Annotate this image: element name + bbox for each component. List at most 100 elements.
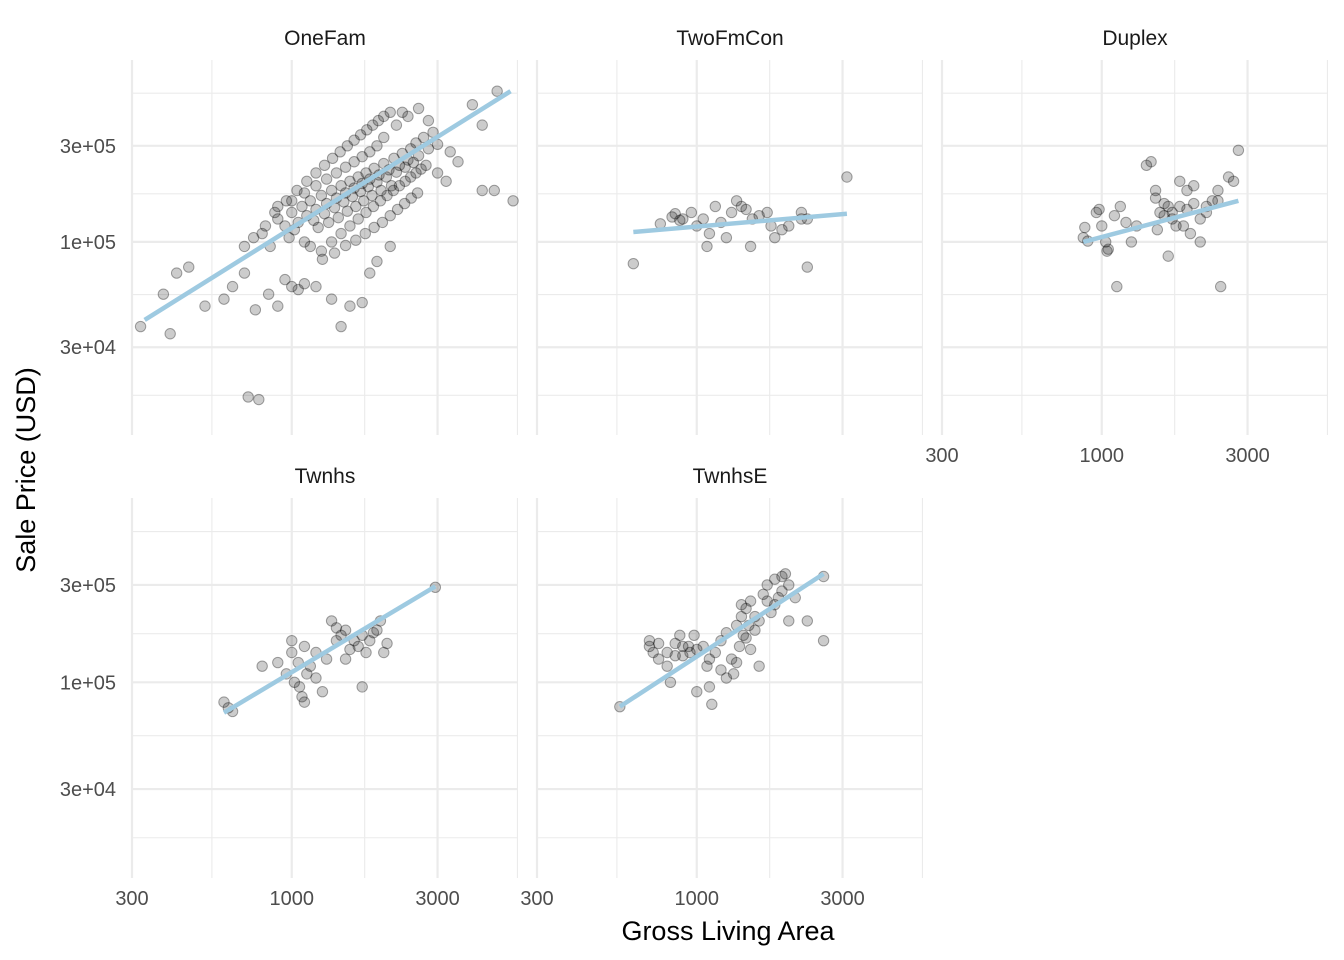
data-point xyxy=(1181,184,1193,197)
data-point xyxy=(272,656,284,669)
data-point xyxy=(330,167,343,179)
facet-panel: Duplex 300 1000 3000 xyxy=(925,27,1328,467)
data-point xyxy=(350,234,362,246)
data-point xyxy=(247,231,260,244)
data-point xyxy=(420,159,432,172)
data-point xyxy=(685,206,698,219)
data-point xyxy=(280,195,293,207)
data-point xyxy=(725,206,738,219)
data-point xyxy=(310,167,322,179)
data-point xyxy=(669,637,681,650)
data-point xyxy=(279,273,291,286)
data-point xyxy=(348,156,360,168)
data-point xyxy=(368,162,380,174)
data-point xyxy=(218,696,230,708)
data-point xyxy=(753,660,765,672)
data-point xyxy=(283,231,295,244)
data-point xyxy=(371,255,383,268)
data-point xyxy=(776,570,788,583)
data-point xyxy=(1154,206,1166,219)
data-point xyxy=(356,296,368,309)
data-point xyxy=(1214,280,1227,293)
data-point xyxy=(491,85,503,97)
data-point xyxy=(339,239,352,252)
data-point xyxy=(1177,220,1190,232)
data-point xyxy=(315,245,328,257)
data-point xyxy=(364,267,376,279)
x-tick-label: 300 xyxy=(925,445,958,467)
data-point xyxy=(398,197,411,210)
data-point xyxy=(715,664,727,676)
data-point xyxy=(783,579,795,591)
data-point xyxy=(684,646,696,659)
data-point xyxy=(761,579,773,591)
data-point xyxy=(390,119,403,131)
data-point xyxy=(298,236,311,248)
data-point xyxy=(310,280,322,293)
data-point xyxy=(339,624,352,636)
data-point xyxy=(170,267,183,279)
data-point xyxy=(776,223,788,236)
x-tick-label: 1000 xyxy=(270,888,315,910)
data-point xyxy=(1102,243,1114,255)
data-point xyxy=(412,102,425,115)
data-point xyxy=(1093,203,1105,216)
data-point xyxy=(259,220,272,232)
data-point xyxy=(669,650,681,662)
data-point xyxy=(356,681,368,693)
fit-line xyxy=(633,211,848,235)
data-point xyxy=(677,213,689,225)
data-point xyxy=(735,200,748,213)
data-point xyxy=(256,227,268,240)
data-point xyxy=(134,320,147,333)
data-point xyxy=(325,236,338,248)
data-point xyxy=(350,200,362,213)
data-point xyxy=(801,261,814,273)
data-point xyxy=(701,240,713,253)
data-point xyxy=(341,205,354,217)
data-point xyxy=(666,211,678,223)
data-point xyxy=(226,280,239,293)
data-point xyxy=(332,211,345,224)
data-point xyxy=(431,167,444,179)
data-point xyxy=(1188,197,1200,210)
data-point xyxy=(322,216,335,229)
data-point xyxy=(1184,227,1197,240)
data-point xyxy=(691,685,703,698)
data-point xyxy=(325,184,338,197)
x-tick-label: 300 xyxy=(115,888,148,910)
data-point xyxy=(372,114,385,127)
data-point xyxy=(310,672,322,684)
data-point xyxy=(627,257,640,270)
data-point xyxy=(674,214,686,227)
data-point xyxy=(344,220,356,232)
x-tick-label: 1000 xyxy=(1080,445,1125,467)
data-point xyxy=(488,184,500,197)
data-point xyxy=(730,656,743,669)
data-point xyxy=(335,180,347,192)
facet-panel: OneFam 3e+04 1e+05 3e+05 xyxy=(60,27,519,435)
x-tick-label: 1000 xyxy=(675,888,720,910)
facet-panel: TwoFmCon xyxy=(535,27,923,435)
data-point xyxy=(652,637,665,650)
data-point xyxy=(393,180,406,192)
data-point xyxy=(304,240,317,253)
data-point xyxy=(1162,250,1174,262)
data-point xyxy=(757,588,769,600)
data-point xyxy=(286,206,298,219)
data-point xyxy=(1149,184,1162,197)
y-tick-label: 1e+05 xyxy=(60,672,116,694)
data-point xyxy=(776,585,788,597)
data-point xyxy=(1114,200,1127,213)
y-axis-title: Sale Price (USD) xyxy=(11,367,41,573)
panels-layer: OneFam 3e+04 1e+05 3e+05 TwoFmCon Duplex 300 10… xyxy=(60,27,1328,910)
data-point xyxy=(315,189,328,202)
data-point xyxy=(507,195,519,207)
data-point xyxy=(384,106,396,118)
data-point xyxy=(769,231,781,244)
data-point xyxy=(316,685,329,698)
data-point xyxy=(298,640,311,653)
data-point xyxy=(411,187,424,199)
data-point xyxy=(661,660,673,672)
